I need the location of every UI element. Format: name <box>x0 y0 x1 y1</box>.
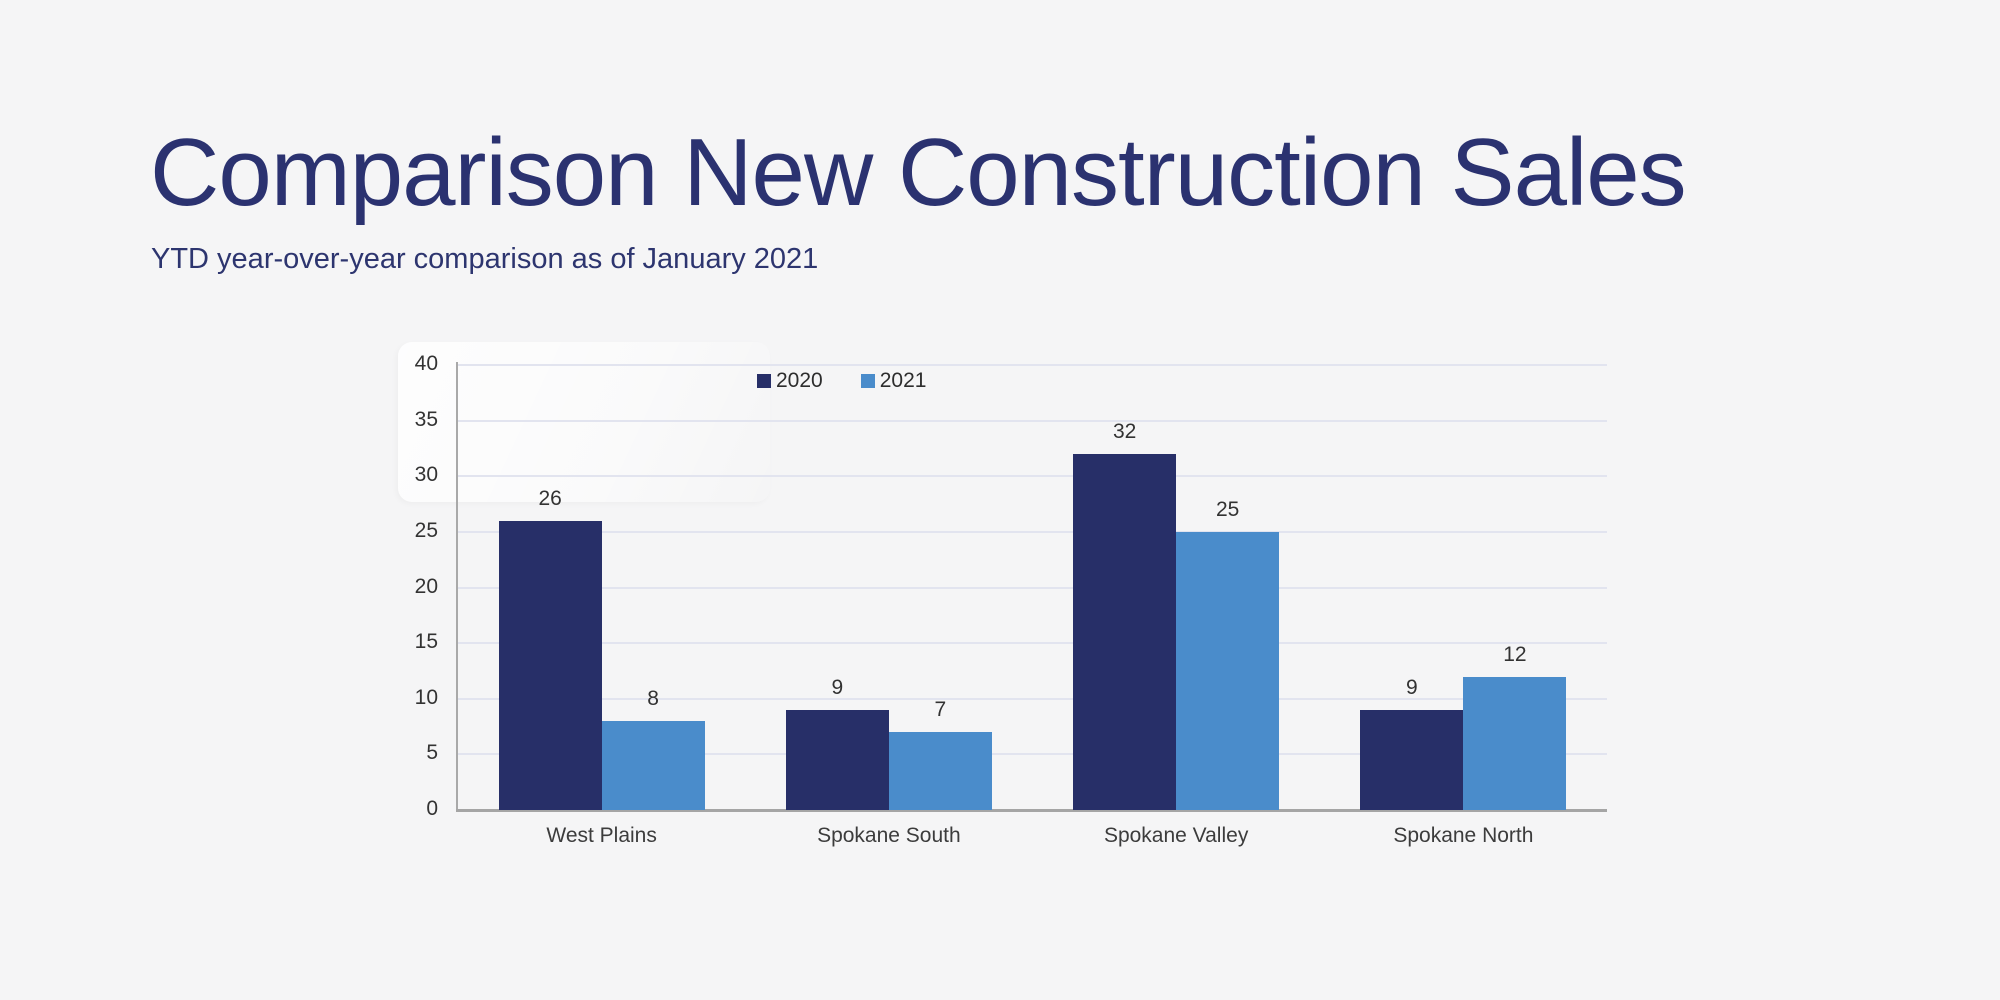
y-tick-label: 40 <box>414 352 438 375</box>
y-tick-label: 0 <box>426 797 438 820</box>
bar-value-label: 12 <box>1503 642 1527 666</box>
gridline-y-20 <box>458 586 1607 589</box>
bar-value-label: 9 <box>1406 675 1418 699</box>
gridline-y-30 <box>458 475 1607 478</box>
bar-2020-spokane-south <box>785 709 889 810</box>
y-tick-label: 20 <box>414 574 438 598</box>
y-tick-label: 15 <box>414 630 438 654</box>
page-title: Comparison New Construction Sales <box>150 119 1687 226</box>
bar-2020-spokane-valley <box>1073 454 1177 810</box>
x-axis-category-label: Spokane North <box>1393 824 1534 847</box>
y-tick-label: 5 <box>426 741 438 765</box>
y-tick-label: 35 <box>414 407 438 431</box>
y-tick-label: 10 <box>414 685 438 709</box>
bar-2021-spokane-south <box>888 732 992 810</box>
legend-label: 2021 <box>879 369 927 392</box>
legend-swatch-icon <box>860 374 875 388</box>
chart-legend: 2020 2021 <box>757 369 926 393</box>
x-axis-category-label: Spokane Valley <box>1103 824 1249 847</box>
bar-2021-spokane-north <box>1463 676 1567 810</box>
legend-item-2021: 2021 <box>860 369 927 393</box>
bar-value-label: 26 <box>538 486 562 510</box>
legend-item-2020: 2020 <box>757 369 823 393</box>
y-tick-label: 25 <box>414 518 438 542</box>
legend-label: 2020 <box>776 369 823 392</box>
bar-value-label: 9 <box>831 675 844 699</box>
bar-2021-west-plains <box>601 721 705 810</box>
gridline-y-35 <box>458 419 1607 422</box>
gridline-y-25 <box>458 530 1607 533</box>
x-axis-line <box>456 809 1607 812</box>
bar-value-label: 25 <box>1215 497 1240 521</box>
bar-value-label: 32 <box>1112 420 1137 443</box>
gridline-y-10 <box>458 697 1607 700</box>
gridline-y-5 <box>458 753 1607 756</box>
y-tick-label: 30 <box>414 463 438 487</box>
legend-swatch-icon <box>757 374 771 388</box>
x-axis-category-label: West Plains <box>546 824 657 847</box>
gridline-y-40 <box>458 364 1607 366</box>
bar-value-label: 7 <box>934 698 947 722</box>
bar-value-label: 8 <box>647 687 659 710</box>
bar-2021-spokane-valley <box>1176 531 1280 810</box>
y-axis-line <box>456 362 458 810</box>
gridline-y-15 <box>458 642 1607 645</box>
x-axis-category-label: Spokane South <box>817 824 961 847</box>
page-subtitle: YTD year-over-year comparison as of Janu… <box>151 243 819 275</box>
bar-2020-spokane-north <box>1360 709 1464 810</box>
bar-2020-west-plains <box>498 520 602 810</box>
bar-chart-plot-area: 0 5 10 15 20 25 30 35 40 26 8 West Plains 9 7 Spokane … <box>415 352 1607 847</box>
